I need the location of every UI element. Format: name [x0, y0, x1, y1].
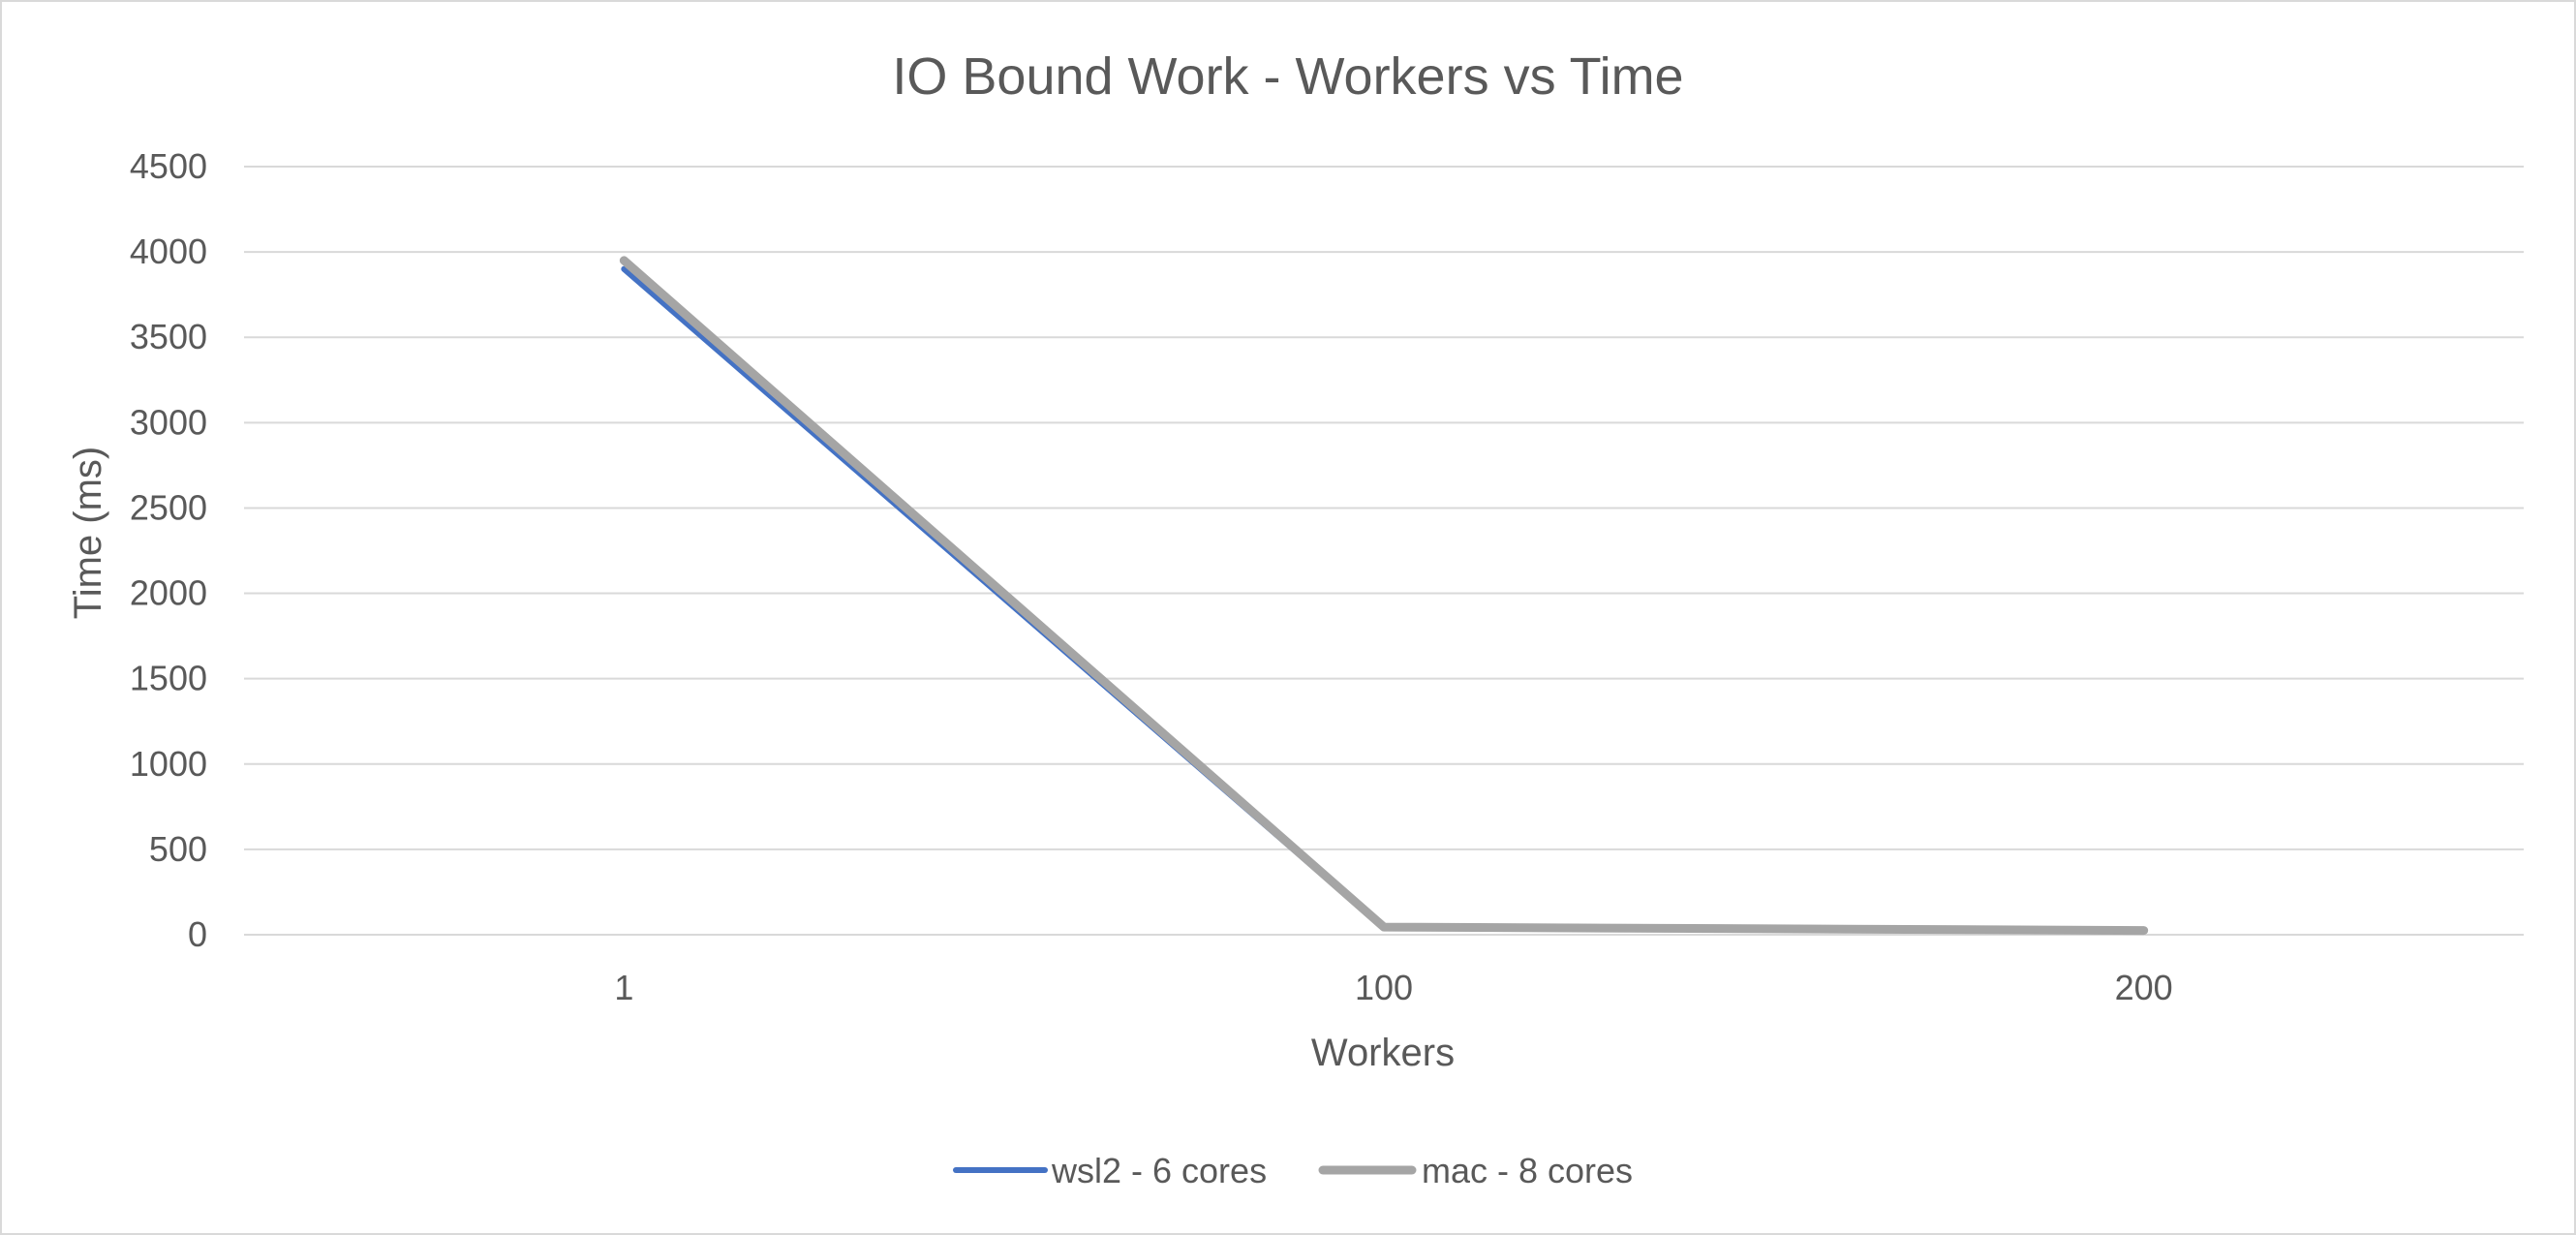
x-tick-label: 1 — [614, 968, 633, 1007]
y-tick-label: 1000 — [130, 744, 207, 784]
y-tick-label: 1500 — [130, 659, 207, 698]
y-tick-labels: 0 500 1000 1500 2000 2500 3000 3500 4000 4500 — [130, 146, 207, 954]
y-tick-label: 500 — [149, 829, 207, 869]
y-tick-label: 3500 — [130, 317, 207, 356]
series-line-mac — [619, 256, 2149, 936]
series-line-wsl2 — [621, 265, 2147, 935]
y-tick-label: 2000 — [130, 573, 207, 613]
gridlines — [244, 166, 2524, 936]
legend-label: wsl2 - 6 cores — [1051, 1151, 1267, 1190]
x-tick-label: 200 — [2115, 968, 2173, 1007]
y-tick-label: 4500 — [130, 146, 207, 186]
legend: wsl2 - 6 cores mac - 8 cores — [953, 1151, 1633, 1190]
legend-label: mac - 8 cores — [1422, 1151, 1633, 1190]
y-tick-label: 4000 — [130, 232, 207, 271]
chart-title: IO Bound Work - Workers vs Time — [892, 47, 1683, 106]
series-lines — [619, 256, 2149, 936]
y-tick-label: 3000 — [130, 402, 207, 442]
y-tick-label: 0 — [188, 914, 207, 954]
x-axis-title: Workers — [1311, 1032, 1455, 1074]
y-axis-title: Time (ms) — [67, 447, 109, 619]
x-tick-labels: 1 100 200 — [614, 968, 2172, 1007]
y-tick-label: 2500 — [130, 487, 207, 527]
x-tick-label: 100 — [1355, 968, 1413, 1007]
